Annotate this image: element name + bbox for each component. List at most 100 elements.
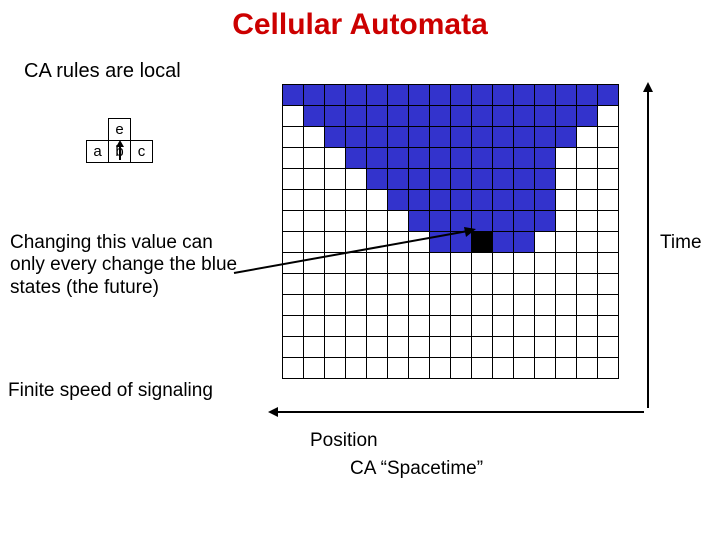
- time-arrow-icon: [640, 82, 660, 408]
- grid-cell: [577, 232, 598, 253]
- grid-cell: [367, 169, 388, 190]
- grid-cell: [514, 85, 535, 106]
- grid-cell: [451, 190, 472, 211]
- grid-cell: [514, 106, 535, 127]
- grid-cell: [451, 337, 472, 358]
- grid-cell: [388, 190, 409, 211]
- grid-cell: [598, 358, 619, 379]
- subtitle-text: CA rules are local: [24, 60, 181, 83]
- position-axis-label: Position: [310, 430, 378, 452]
- grid-cell: [451, 295, 472, 316]
- grid-cell: [388, 148, 409, 169]
- grid-cell: [451, 106, 472, 127]
- grid-cell: [535, 253, 556, 274]
- grid-cell: [367, 106, 388, 127]
- grid-cell: [556, 85, 577, 106]
- grid-cell: [556, 190, 577, 211]
- grid-cell: [514, 253, 535, 274]
- grid-cell: [514, 127, 535, 148]
- grid-cell: [409, 85, 430, 106]
- grid-cell: [598, 232, 619, 253]
- grid-cell: [577, 295, 598, 316]
- grid-cell: [346, 85, 367, 106]
- grid-cell: [472, 295, 493, 316]
- grid-cell: [346, 295, 367, 316]
- grid-cell: [283, 358, 304, 379]
- grid-cell: [556, 358, 577, 379]
- grid-cell: [304, 337, 325, 358]
- grid-cell: [304, 85, 325, 106]
- grid-cell: [493, 337, 514, 358]
- grid-cell: [325, 337, 346, 358]
- grid-cell: [367, 295, 388, 316]
- grid-cell: [451, 169, 472, 190]
- grid-cell: [367, 148, 388, 169]
- grid-cell: [388, 169, 409, 190]
- grid-cell: [388, 316, 409, 337]
- grid-cell: [514, 211, 535, 232]
- grid-cell: [388, 85, 409, 106]
- grid-cell: [493, 295, 514, 316]
- grid-cell: [346, 190, 367, 211]
- grid-cell: [514, 295, 535, 316]
- pointer-line-icon: [232, 225, 482, 285]
- grid-cell: [325, 316, 346, 337]
- rule-cell-a: a: [87, 141, 109, 163]
- grid-cell: [493, 358, 514, 379]
- grid-cell: [283, 169, 304, 190]
- grid-cell: [430, 358, 451, 379]
- grid-cell: [367, 337, 388, 358]
- grid-cell: [556, 232, 577, 253]
- grid-cell: [430, 148, 451, 169]
- grid-cell: [430, 295, 451, 316]
- grid-cell: [577, 169, 598, 190]
- grid-cell: [535, 106, 556, 127]
- grid-cell: [577, 358, 598, 379]
- grid-cell: [409, 127, 430, 148]
- grid-cell: [430, 316, 451, 337]
- rule-cell-e: e: [109, 119, 131, 141]
- explanation-paragraph: Changing this value can only every chang…: [10, 232, 240, 299]
- grid-cell: [283, 127, 304, 148]
- grid-cell: [451, 85, 472, 106]
- grid-cell: [535, 232, 556, 253]
- grid-cell: [409, 106, 430, 127]
- grid-cell: [535, 148, 556, 169]
- grid-cell: [598, 274, 619, 295]
- finite-speed-text: Finite speed of signaling: [8, 380, 213, 402]
- grid-cell: [367, 316, 388, 337]
- grid-cell: [430, 337, 451, 358]
- grid-cell: [430, 106, 451, 127]
- grid-cell: [409, 337, 430, 358]
- grid-cell: [409, 190, 430, 211]
- spacetime-caption: CA “Spacetime”: [350, 458, 483, 480]
- grid-cell: [493, 85, 514, 106]
- grid-cell: [556, 274, 577, 295]
- grid-cell: [577, 190, 598, 211]
- grid-cell: [514, 358, 535, 379]
- grid-cell: [409, 316, 430, 337]
- grid-cell: [598, 253, 619, 274]
- grid-cell: [514, 232, 535, 253]
- grid-cell: [304, 106, 325, 127]
- grid-cell: [283, 106, 304, 127]
- grid-cell: [409, 169, 430, 190]
- grid-cell: [304, 169, 325, 190]
- grid-cell: [493, 127, 514, 148]
- grid-cell: [430, 85, 451, 106]
- grid-cell: [577, 127, 598, 148]
- grid-cell: [472, 190, 493, 211]
- grid-cell: [451, 127, 472, 148]
- grid-cell: [409, 295, 430, 316]
- grid-cell: [493, 106, 514, 127]
- grid-cell: [556, 295, 577, 316]
- grid-cell: [409, 148, 430, 169]
- grid-cell: [472, 127, 493, 148]
- grid-cell: [472, 337, 493, 358]
- grid-cell: [283, 295, 304, 316]
- grid-cell: [577, 316, 598, 337]
- grid-cell: [304, 316, 325, 337]
- grid-cell: [493, 316, 514, 337]
- grid-cell: [451, 148, 472, 169]
- grid-cell: [577, 253, 598, 274]
